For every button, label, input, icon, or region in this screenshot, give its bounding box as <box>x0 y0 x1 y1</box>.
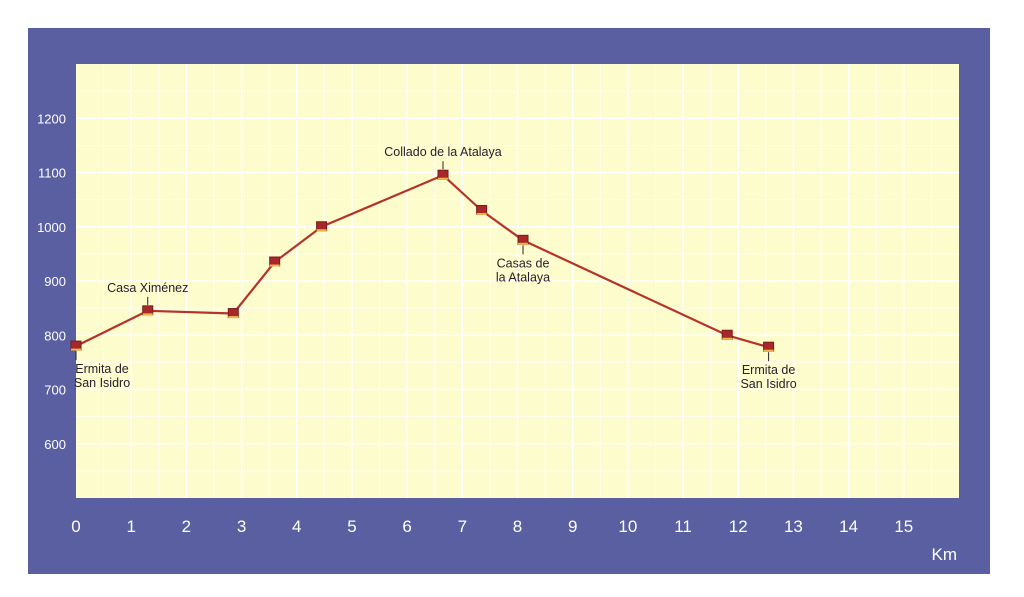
x-tick-label: 11 <box>674 517 692 536</box>
y-tick-label: 1100 <box>38 166 66 181</box>
x-tick-label: 13 <box>784 517 803 536</box>
series-layer <box>70 169 775 352</box>
elevation-profile-chart: 0 1 2 3 4 5 6 7 8 9 10 11 12 13 14 15 600 700 800 900 1000 11… <box>28 28 990 574</box>
annotation-label: Casas de <box>497 256 550 270</box>
annotation-label: Casa Ximénez <box>107 281 188 295</box>
data-point-marker-base <box>763 349 774 352</box>
series-line <box>75 174 769 349</box>
y-tick-label: 900 <box>44 274 66 289</box>
data-point-marker-base <box>518 242 529 245</box>
y-tick-label: 800 <box>44 328 66 343</box>
x-tick-label: 10 <box>618 517 637 536</box>
data-point-marker-base <box>476 212 487 215</box>
x-tick-label: 2 <box>182 517 191 536</box>
y-tick-label: 700 <box>44 383 66 398</box>
x-unit-label: Km <box>932 545 958 564</box>
annotation-label: Ermita de <box>75 362 129 376</box>
grid <box>76 64 959 498</box>
x-tick-label: 4 <box>292 517 301 536</box>
x-tick-label: 5 <box>347 517 356 536</box>
annotation-label: la Atalaya <box>496 270 550 284</box>
chart-svg: 0 1 2 3 4 5 6 7 8 9 10 11 12 13 14 15600700800900100011… <box>37 64 959 564</box>
data-point-marker-base <box>228 316 239 319</box>
y-tick-label: 1200 <box>37 111 66 126</box>
data-point-marker-base <box>722 337 733 340</box>
x-tick-label: 6 <box>402 517 411 536</box>
annotation-label: Collado de la Atalaya <box>384 145 501 159</box>
data-point-marker-base <box>269 264 280 267</box>
data-point-marker-base <box>71 348 81 351</box>
y-tick-label: 1000 <box>37 220 66 235</box>
data-point-marker-base <box>316 229 327 232</box>
x-tick-label: 8 <box>513 517 522 536</box>
x-tick-label: 0 <box>71 517 80 536</box>
x-tick-label: 15 <box>894 517 913 536</box>
x-tick-label: 9 <box>568 517 577 536</box>
annotation-label: San Isidro <box>740 377 796 391</box>
x-tick-label: 12 <box>729 517 748 536</box>
x-tick-label: 7 <box>458 517 467 536</box>
annotation-label: San Isidro <box>74 376 130 390</box>
x-tick-label: 3 <box>237 517 246 536</box>
y-tick-label: 600 <box>44 437 66 452</box>
annotation-label: Ermita de <box>742 363 796 377</box>
data-point-marker-base <box>437 177 448 180</box>
axes: 0 1 2 3 4 5 6 7 8 9 10 11 12 13 14 15600700800900100011… <box>37 111 957 564</box>
data-point-marker-base <box>142 313 153 316</box>
x-tick-label: 1 <box>126 517 135 536</box>
x-tick-label: 14 <box>839 517 858 536</box>
